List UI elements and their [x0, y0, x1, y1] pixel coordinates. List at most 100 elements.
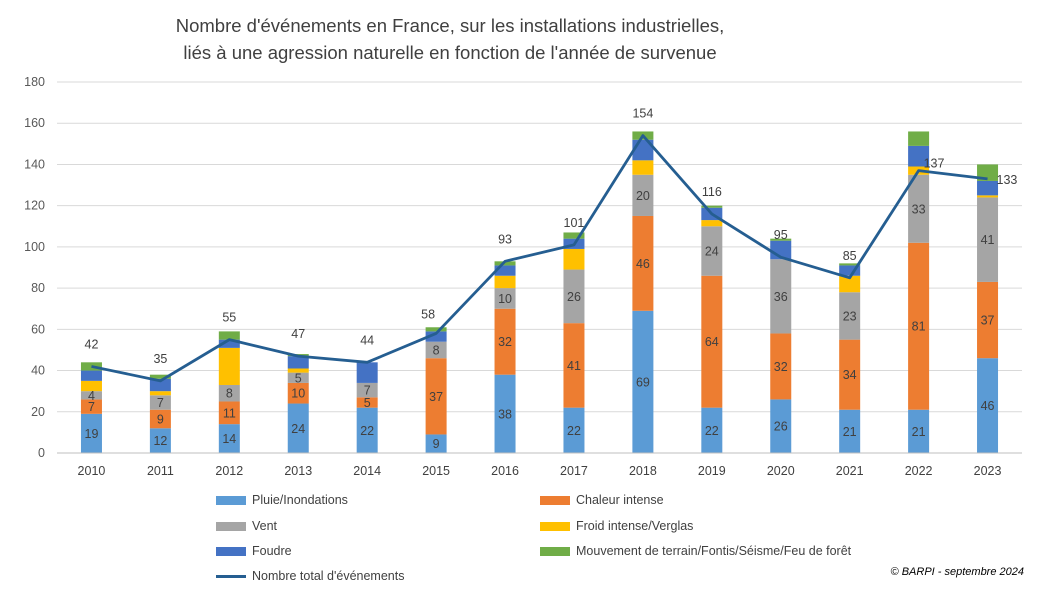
bar-segment — [356, 407, 378, 453]
bar-value-label: 37 — [429, 390, 443, 404]
bar-segment — [80, 370, 102, 381]
bar-labels: 1974129714118241052257937838321022412669… — [85, 189, 995, 451]
bar-segment — [149, 378, 171, 392]
bar-segment — [80, 380, 102, 392]
bar-segment — [839, 263, 861, 266]
bar-segment — [218, 347, 240, 385]
bar-value-label: 24 — [291, 422, 305, 436]
bar-segment — [356, 382, 378, 398]
bar-segment — [563, 269, 585, 324]
bar-value-label: 33 — [912, 202, 926, 216]
bar-value-label: 11 — [223, 406, 236, 420]
bar-segment — [839, 275, 861, 293]
bar-value-label: 26 — [774, 420, 788, 434]
bar-segment — [356, 397, 378, 408]
bar-segment — [425, 434, 447, 453]
x-tick-label: 2017 — [560, 464, 588, 478]
x-tick-label: 2011 — [147, 464, 174, 478]
y-tick-label: 40 — [31, 364, 45, 378]
bar-segment — [218, 424, 240, 453]
bar-segment — [977, 180, 999, 196]
bar-segment — [287, 403, 309, 453]
bar-segment — [494, 265, 516, 276]
x-tick-label: 2012 — [215, 464, 243, 478]
bar-value-label: 34 — [843, 368, 857, 382]
bar-value-label: 5 — [364, 396, 371, 410]
x-tick-label: 2010 — [78, 464, 106, 478]
bar-segment — [977, 358, 999, 453]
bar-segment — [701, 220, 723, 227]
bars — [80, 131, 999, 453]
bar-segment — [701, 275, 723, 408]
total-value-label: 85 — [843, 249, 857, 263]
bar-segment — [701, 407, 723, 453]
bar-segment — [149, 374, 171, 379]
bar-segment — [287, 356, 309, 369]
bar-segment — [839, 265, 861, 276]
total-value-label: 137 — [924, 157, 945, 171]
bar-value-label: 64 — [705, 335, 719, 349]
bar-value-label: 7 — [88, 400, 95, 414]
bar-segment — [632, 160, 654, 175]
bar-value-label: 19 — [85, 427, 99, 441]
bar-segment — [494, 288, 516, 309]
bar-segment — [494, 261, 516, 266]
bar-segment — [149, 428, 171, 453]
bar-segment — [632, 215, 654, 311]
total-value-label: 101 — [564, 216, 585, 230]
x-axis: 2010 2011 2012 2013 2014 2015 2016 2017 2018 2019… — [57, 452, 1022, 478]
y-tick-label: 60 — [31, 322, 45, 336]
bar-segment — [149, 395, 171, 410]
bar-segment — [287, 368, 309, 373]
bar-segment — [149, 409, 171, 429]
bar-value-label: 46 — [981, 399, 995, 413]
bar-value-label: 41 — [981, 233, 995, 247]
bar-value-label: 10 — [291, 387, 305, 401]
bar-value-label: 81 — [912, 320, 926, 334]
x-tick-label: 2023 — [974, 464, 1002, 478]
x-tick-label: 2020 — [767, 464, 795, 478]
bar-value-label: 7 — [364, 384, 371, 398]
bar-segment — [839, 409, 861, 453]
bar-value-label: 22 — [567, 424, 581, 438]
bar-value-label: 21 — [912, 425, 926, 439]
total-value-label: 58 — [421, 307, 435, 321]
total-value-label: 55 — [222, 311, 236, 325]
bar-value-label: 36 — [774, 290, 788, 304]
bar-value-label: 10 — [498, 292, 512, 306]
total-value-label: 133 — [997, 173, 1018, 187]
bar-segment — [839, 292, 861, 340]
bar-value-label: 32 — [498, 335, 512, 349]
bar-segment — [80, 391, 102, 400]
chart-title-line-2: liés à une agression naturelle en foncti… — [183, 42, 717, 63]
bar-segment — [425, 331, 447, 342]
bar-segment — [908, 145, 930, 167]
bar-segment — [218, 339, 240, 348]
total-value-label: 93 — [498, 232, 512, 246]
total-line — [91, 134, 988, 383]
bar-segment — [977, 195, 999, 198]
bar-segment — [908, 131, 930, 146]
bar-segment — [287, 372, 309, 383]
bar-segment — [425, 341, 447, 359]
bar-segment — [770, 333, 792, 400]
y-tick-label: 100 — [24, 240, 45, 254]
bar-segment — [80, 413, 102, 453]
bar-segment — [770, 238, 792, 241]
bar-segment — [563, 248, 585, 270]
bar-value-label: 4 — [88, 389, 95, 403]
bar-value-label: 22 — [705, 424, 719, 438]
bar-value-label: 23 — [843, 309, 857, 323]
bar-value-label: 9 — [433, 437, 440, 451]
bar-segment — [287, 382, 309, 404]
bar-value-label: 37 — [981, 314, 995, 328]
credit-text: © BARPI - septembre 2024 — [890, 566, 1024, 578]
bar-segment — [425, 327, 447, 332]
bar-value-label: 20 — [636, 189, 650, 203]
bar-segment — [356, 362, 378, 383]
bar-segment — [425, 358, 447, 435]
bar-segment — [701, 205, 723, 208]
y-tick-label: 120 — [24, 199, 45, 213]
x-tick-label: 2021 — [836, 464, 864, 478]
